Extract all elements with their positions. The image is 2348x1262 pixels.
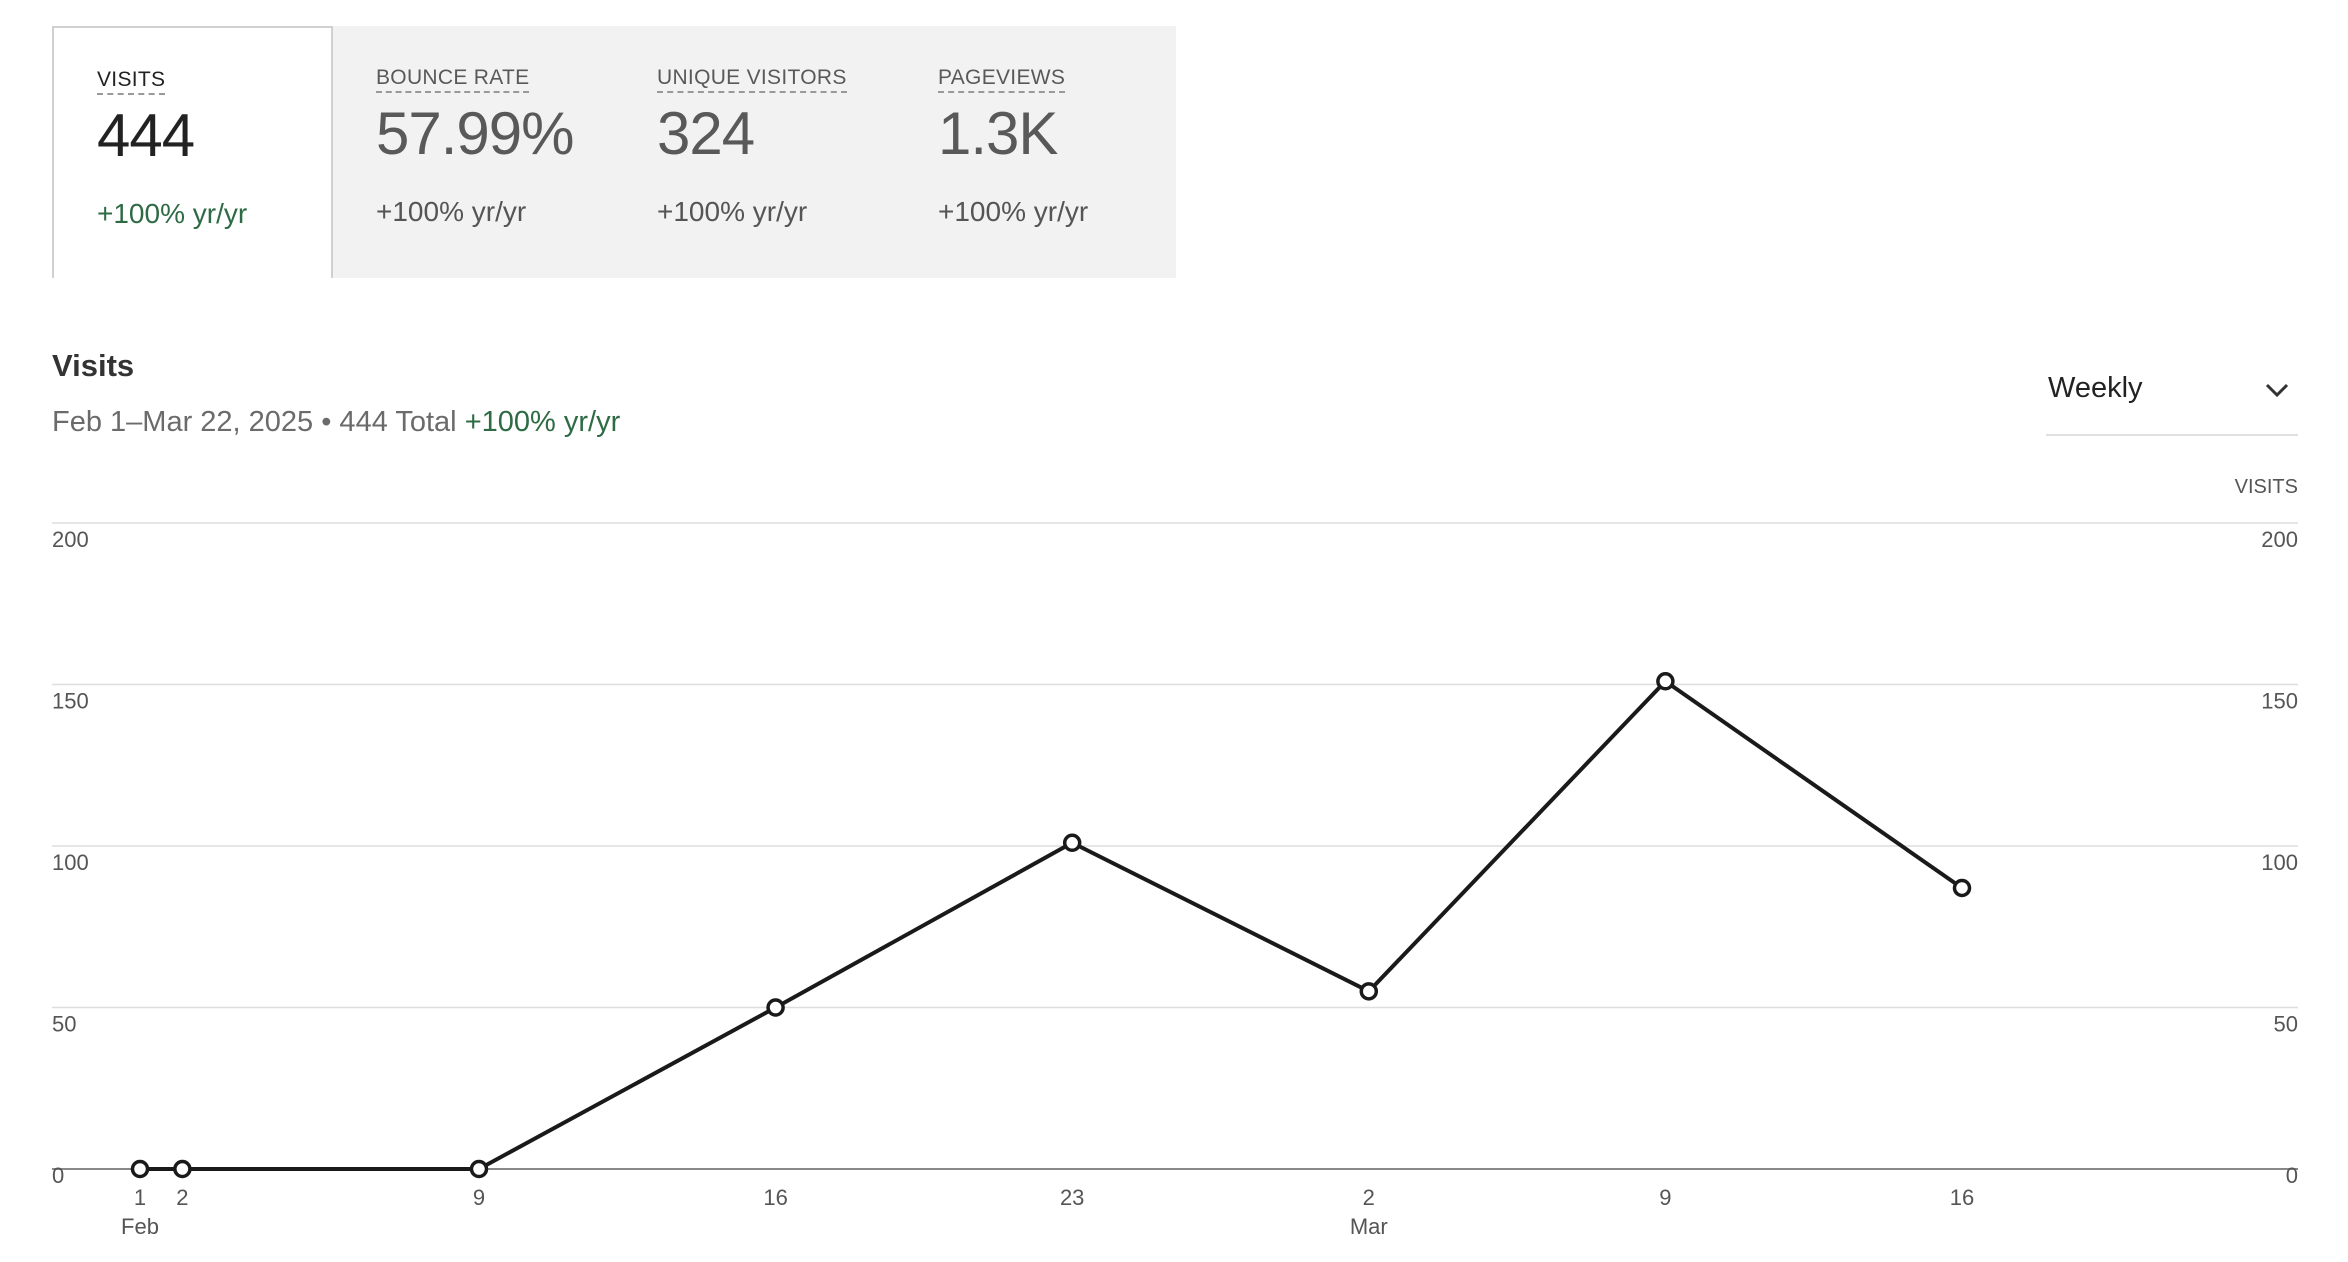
x-tick-label: 2 [1363, 1185, 1375, 1210]
y-tick-right-50: 50 [2274, 1012, 2298, 1037]
interval-dropdown-value: Weekly [2048, 372, 2143, 404]
tab-visits-value: 444 [97, 102, 195, 169]
y-tick-right-0: 0 [2286, 1163, 2298, 1188]
tab-visits-change: +100% yr/yr [97, 198, 248, 229]
chart-date-range-total: Feb 1–Mar 22, 2025 • 444 Total [52, 406, 457, 438]
y-axis-right-title: VISITS [2235, 476, 2298, 498]
chart-title: Visits [52, 348, 135, 383]
grid-lines [52, 522, 2298, 1170]
x-tick-label: 1 [134, 1185, 146, 1210]
y-axis-labels: 0 0 50 50 100 100 150 150 200 200 [52, 527, 2298, 1188]
x-tick-label: 23 [1060, 1185, 1084, 1210]
tab-bounce-rate-change: +100% yr/yr [376, 196, 527, 227]
data-point [1952, 878, 1972, 898]
data-point [469, 1159, 489, 1179]
data-point [1359, 982, 1379, 1001]
data-point [766, 998, 785, 1017]
y-tick-left-150: 150 [52, 689, 89, 714]
y-tick-right-150: 150 [2261, 689, 2298, 714]
y-tick-right-100: 100 [2261, 850, 2298, 875]
tab-bounce-rate[interactable]: BOUNCE RATE 57.99% +100% yr/yr [333, 26, 614, 278]
x-tick-label: 16 [1950, 1185, 1974, 1210]
interval-dropdown[interactable]: Weekly [2046, 362, 2298, 436]
data-point [1656, 672, 1675, 691]
x-axis-labels: 1 2 9 16 23 2 9 16 Feb Mar [121, 1185, 1974, 1239]
x-month-label: Feb [121, 1214, 159, 1239]
y-tick-right-200: 200 [2261, 527, 2298, 552]
y-tick-left-200: 200 [52, 527, 89, 552]
y-tick-left-100: 100 [52, 850, 89, 875]
tab-bounce-rate-label: BOUNCE RATE [376, 66, 530, 93]
tab-visits-label: VISITS [97, 68, 166, 95]
chart-change: +100% yr/yr [464, 406, 621, 438]
data-point [173, 1159, 192, 1179]
x-tick-label: 16 [763, 1185, 787, 1210]
tab-visits[interactable]: VISITS 444 +100% yr/yr [52, 26, 333, 278]
x-month-label: Mar [1350, 1214, 1388, 1239]
tab-pageviews-change: +100% yr/yr [938, 196, 1089, 227]
data-point [1062, 833, 1082, 853]
tab-unique-visitors-change: +100% yr/yr [657, 196, 808, 227]
chart-subtitle: Feb 1–Mar 22, 2025 • 444 Total +100% yr/… [52, 406, 620, 439]
x-tick-label: 9 [1659, 1185, 1671, 1210]
data-point [130, 1159, 150, 1179]
tab-pageviews-label: PAGEVIEWS [938, 66, 1066, 93]
series-line [140, 679, 1964, 1171]
metric-tabs: VISITS 444 +100% yr/yr BOUNCE RATE 57.99… [52, 26, 1176, 278]
x-tick-label: 2 [176, 1185, 188, 1210]
tab-bounce-rate-value: 57.99% [376, 100, 575, 167]
tab-pageviews[interactable]: PAGEVIEWS 1.3K +100% yr/yr [895, 26, 1176, 278]
y-tick-left-50: 50 [52, 1012, 76, 1037]
tab-unique-visitors-label: UNIQUE VISITORS [657, 66, 847, 93]
y-tick-left-0: 0 [52, 1163, 64, 1188]
x-tick-label: 9 [473, 1185, 485, 1210]
data-points [130, 672, 1972, 1179]
tab-unique-visitors-value: 324 [657, 100, 755, 167]
tab-pageviews-value: 1.3K [938, 100, 1058, 167]
chevron-down-icon [2265, 383, 2289, 398]
tab-unique-visitors[interactable]: UNIQUE VISITORS 324 +100% yr/yr [614, 26, 895, 278]
